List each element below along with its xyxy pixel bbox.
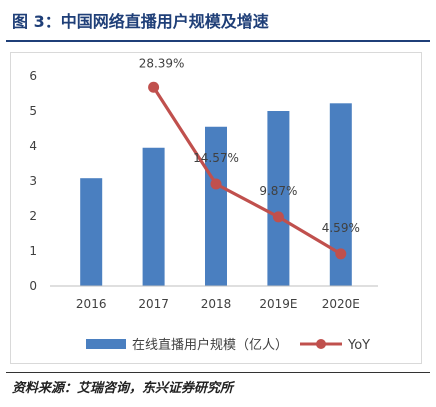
bar <box>142 147 165 286</box>
x-tick-label: 2019E <box>259 297 297 311</box>
title-rule <box>6 40 430 42</box>
yoy-point <box>148 81 160 93</box>
y-tick-label: 4 <box>29 139 37 153</box>
y-tick-label: 6 <box>29 69 37 83</box>
legend-bar-label: 在线直播用户规模（亿人） <box>132 337 288 353</box>
chart: 0 1 2 3 4 5 6 2016 2017 2018 2019E 2020E 28.39% 14.… <box>29 56 378 353</box>
figure-title: 图 3：中国网络直播用户规模及增速 <box>12 12 269 31</box>
source-note: 资料来源：艾瑞咨询，东兴证券研究所 <box>12 381 234 396</box>
legend: 在线直播用户规模（亿人） YoY <box>86 337 370 353</box>
yoy-series: 28.39% 14.57% 9.87% 4.59% <box>139 56 360 260</box>
legend-bar-swatch <box>86 339 126 349</box>
y-tick-label: 1 <box>29 244 37 258</box>
legend-line-marker <box>316 339 326 349</box>
yoy-data-label: 14.57% <box>193 151 239 165</box>
y-tick-label: 3 <box>29 174 37 188</box>
yoy-point <box>272 211 284 223</box>
yoy-point <box>210 178 222 190</box>
bar <box>80 178 103 286</box>
chart-frame <box>10 52 422 364</box>
yoy-data-label: 4.59% <box>322 221 360 235</box>
x-tick-label: 2016 <box>76 297 107 311</box>
bar-series <box>80 103 352 286</box>
bar <box>205 126 227 286</box>
bar <box>329 103 352 286</box>
x-tick-label: 2018 <box>201 297 232 311</box>
x-tick-label: 2017 <box>138 297 169 311</box>
y-tick-label: 5 <box>29 104 37 118</box>
y-axis: 0 1 2 3 4 5 6 <box>29 69 37 293</box>
legend-line-label: YoY <box>347 338 370 353</box>
yoy-data-label: 28.39% <box>139 56 185 70</box>
yoy-data-label: 9.87% <box>259 184 297 198</box>
y-tick-label: 2 <box>29 209 37 223</box>
x-axis: 2016 2017 2018 2019E 2020E <box>50 285 378 311</box>
x-tick-label: 2020E <box>322 297 360 311</box>
y-tick-label: 0 <box>29 279 37 293</box>
source-rule <box>6 372 430 373</box>
yoy-point <box>335 248 347 260</box>
bar <box>267 111 290 286</box>
yoy-line <box>152 86 342 256</box>
